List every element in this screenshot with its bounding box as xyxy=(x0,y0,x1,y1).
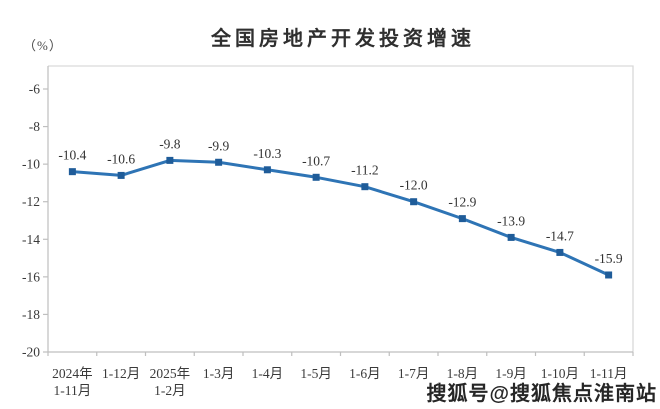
x-tick-label: 2024年 xyxy=(52,366,93,381)
x-tick-label: 1-4月 xyxy=(252,366,284,381)
chart-title: 全国房地产开发投资增速 xyxy=(211,28,475,50)
watermark: 搜狐号@搜狐焦点淮南站 xyxy=(426,383,657,405)
data-point-marker xyxy=(215,158,223,166)
data-point-label: -10.4 xyxy=(58,148,86,163)
data-point-marker xyxy=(605,271,613,279)
x-tick-label: 1-5月 xyxy=(300,366,332,381)
data-point-label: -11.2 xyxy=(351,163,379,178)
data-point-marker xyxy=(263,166,271,174)
data-point-marker xyxy=(117,171,125,179)
data-point-label: -12.9 xyxy=(448,195,476,210)
data-point-marker xyxy=(458,215,466,223)
y-tick-label: -18 xyxy=(22,307,40,322)
data-point-marker xyxy=(556,248,564,256)
y-tick-label: -6 xyxy=(29,82,40,97)
data-point-label: -13.9 xyxy=(497,213,525,228)
x-tick-label: 1-9月 xyxy=(495,366,527,381)
x-tick-label: 1-11月 xyxy=(590,366,628,381)
data-point-marker xyxy=(410,198,418,206)
plot-frame xyxy=(48,65,634,352)
y-axis-unit-label: （%） xyxy=(23,38,63,53)
data-point-label: -9.8 xyxy=(159,136,181,151)
data-point-label: -12.0 xyxy=(400,178,428,193)
data-point-label: -10.3 xyxy=(253,146,281,161)
y-tick-label: -16 xyxy=(22,269,40,284)
x-tick-label: 1-12月 xyxy=(102,366,140,381)
data-point-label: -15.9 xyxy=(595,251,623,266)
x-tick-label: 1-11月 xyxy=(54,383,92,398)
y-tick-label: -8 xyxy=(29,119,40,134)
data-point-label: -10.7 xyxy=(302,153,330,168)
data-point-marker xyxy=(68,168,76,176)
data-point-marker xyxy=(507,233,515,241)
data-point-marker xyxy=(166,156,174,164)
x-tick-label: 2025年 xyxy=(150,366,191,381)
series-line xyxy=(70,158,611,277)
x-tick-label: 1-7月 xyxy=(398,366,430,381)
x-tick-label: 1-6月 xyxy=(349,366,381,381)
data-point-label: -9.9 xyxy=(208,138,230,153)
y-tick-label: -14 xyxy=(22,232,40,247)
data-point-label: -14.7 xyxy=(546,228,574,243)
y-tick-label: -12 xyxy=(22,194,40,209)
data-point-label: -10.6 xyxy=(107,151,135,166)
x-tick-label: 1-2月 xyxy=(154,383,186,398)
x-tick-label: 1-8月 xyxy=(447,366,479,381)
data-point-marker xyxy=(312,173,320,181)
data-point-marker xyxy=(361,183,369,191)
y-tick-label: -20 xyxy=(22,345,40,360)
y-tick-label: -10 xyxy=(22,157,40,172)
x-tick-label: 1-10月 xyxy=(541,366,579,381)
x-tick-label: 1-3月 xyxy=(203,366,235,381)
